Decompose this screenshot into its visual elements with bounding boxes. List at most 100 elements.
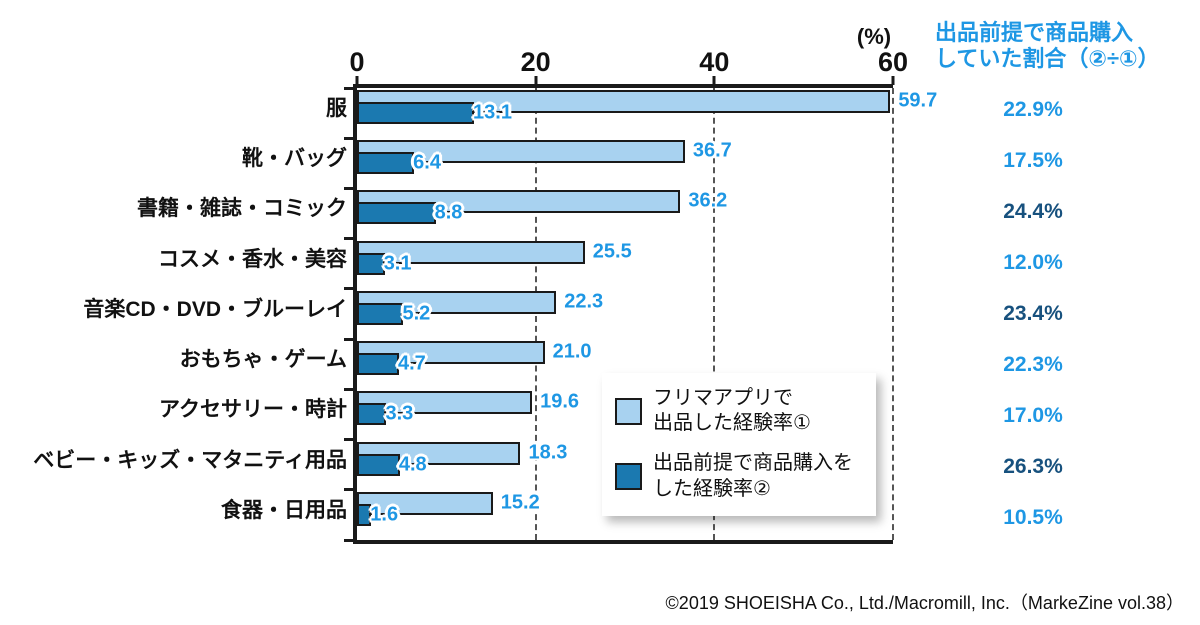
bar-listed-experience	[357, 341, 545, 365]
purchase-value-label: 3.1	[383, 252, 412, 275]
gridline	[892, 88, 894, 540]
bar-listed-experience	[357, 140, 685, 164]
ratio-value: 10.5%	[1003, 506, 1063, 530]
y-tick-mark	[344, 237, 354, 241]
chart-row: 服 13.1 59.7	[326, 88, 937, 138]
legend-label-listed: フリマアプリで 出品した経験率①	[653, 386, 811, 436]
ratio-column: 22.9% 17.5% 24.4% 12.0% 23.4% 22.3% 17.0% 26.3%…	[973, 84, 1093, 544]
bar-purchase-experience	[357, 102, 475, 124]
bar-purchase-experience	[357, 453, 400, 476]
listed-value-label: 59.7	[898, 89, 938, 112]
listed-value-label: 36.7	[692, 139, 732, 162]
chart-row: 書籍・雑誌・コミック 8.8 36.2	[137, 188, 893, 238]
plot-area: (%) 0 20 40 60 服 13.1 59.7 靴・バッグ 6.4 36.7 書…	[33, 24, 937, 544]
legend-label-purchased: 出品前提で商品購入を した経験率②	[653, 451, 853, 501]
y-tick-mark	[344, 538, 354, 542]
category-label: おもちゃ・ゲーム	[179, 348, 347, 372]
y-tick-mark	[344, 136, 354, 140]
x-tick-mark	[712, 76, 716, 85]
legend-item2-line2: した経験率②	[653, 477, 771, 500]
listed-value-label: 36.2	[688, 189, 728, 212]
purchase-value-label: 8.8	[434, 201, 463, 224]
ratio-value: 12.0%	[1003, 250, 1063, 274]
y-tick-mark	[344, 438, 354, 442]
listed-value-label: 22.3	[564, 290, 604, 313]
bar-purchase-experience	[357, 152, 415, 175]
listed-value-label: 15.2	[500, 491, 540, 514]
y-tick-mark	[344, 86, 354, 90]
bar-purchase-experience	[357, 353, 399, 376]
legend-item-purchased: 出品前提で商品購入を した経験率②	[615, 451, 864, 501]
chart-row: コスメ・香水・美容 3.1 25.5	[158, 239, 893, 289]
ratio-value: 17.0%	[1003, 404, 1063, 428]
chart-row: アクセサリー・時計 3.3 19.6	[159, 389, 893, 439]
category-label: 書籍・雑誌・コミック	[137, 197, 347, 221]
legend-item2-line1: 出品前提で商品購入を	[653, 452, 853, 475]
x-tick-label: 0	[349, 47, 365, 77]
x-tick-mark	[891, 76, 895, 85]
purchase-value-label: 3.3	[385, 402, 414, 425]
bar-listed-experience	[357, 240, 585, 264]
purchase-value-label: 4.7	[397, 352, 426, 375]
bar-purchase-experience	[357, 252, 385, 275]
purchase-value-label: 5.2	[402, 302, 431, 325]
bar-listed-experience	[357, 190, 681, 214]
bar-purchase-experience	[357, 403, 387, 426]
axis-unit-label: (%)	[856, 24, 892, 49]
chart-row: おもちゃ・ゲーム 4.7 21.0	[180, 339, 893, 389]
ratio-title-line1: 出品前提で商品購入	[935, 20, 1134, 45]
bar-listed-experience	[357, 391, 533, 415]
bar-listed-experience	[357, 491, 493, 515]
chart-row: 靴・バッグ 6.4 36.7	[242, 138, 893, 188]
x-tick-mark	[355, 76, 359, 85]
listed-value-label: 19.6	[540, 390, 580, 413]
category-label: ベビー・キッズ・マタニティ用品	[33, 448, 347, 472]
gridline	[534, 88, 537, 540]
ratio-title-line2: していた割合（②÷①）	[935, 46, 1160, 72]
legend-swatch-dark-icon	[615, 463, 642, 491]
bar-purchase-experience	[357, 202, 436, 225]
listed-value-label: 18.3	[528, 441, 568, 464]
y-tick-mark	[344, 186, 354, 190]
category-label: 服	[326, 97, 347, 120]
ratio-value: 24.4%	[1003, 199, 1063, 223]
purchase-value-label: 13.1	[473, 101, 512, 124]
y-tick-mark	[344, 287, 354, 291]
listed-value-label: 25.5	[592, 240, 632, 263]
chart-row: 音楽CD・DVD・ブルーレイ 5.2 22.3	[83, 289, 893, 339]
bar-purchase-experience	[357, 302, 404, 325]
purchase-value-label: 4.8	[398, 453, 427, 476]
category-label: アクセサリー・時計	[159, 398, 347, 422]
ratio-column-title: 出品前提で商品購入 していた割合（②÷①）	[935, 20, 1160, 73]
y-tick-mark	[344, 387, 354, 391]
bar-listed-experience	[357, 290, 557, 314]
legend-item1-line2: 出品した経験率①	[653, 412, 811, 435]
x-tick-label: 40	[699, 47, 730, 77]
y-tick-mark	[344, 488, 354, 492]
bar-rows: 服 13.1 59.7 靴・バッグ 6.4 36.7 書籍・雑誌・コミック 8.…	[33, 88, 937, 540]
ratio-value: 22.9%	[1003, 97, 1063, 121]
legend-item1-line1: フリマアプリで	[653, 387, 793, 409]
x-tick-label: 60	[877, 47, 909, 77]
ratio-value: 26.3%	[1003, 455, 1063, 479]
legend-item-listed: フリマアプリで 出品した経験率①	[615, 386, 864, 436]
x-tick-mark	[534, 76, 538, 85]
copyright-text: ©2019 SHOEISHA Co., Ltd./Macromill, Inc.…	[665, 593, 1184, 613]
gridline	[713, 88, 716, 540]
y-tick-mark	[344, 337, 354, 341]
legend: フリマアプリで 出品した経験率① 出品前提で商品購入を した経験率②	[602, 373, 876, 516]
chart-row: 食器・日用品 1.6 15.2	[221, 490, 893, 540]
category-label: 食器・日用品	[221, 498, 347, 522]
ratio-value: 23.4%	[1003, 301, 1063, 325]
category-label: コスメ・香水・美容	[158, 247, 347, 271]
listed-value-label: 21.0	[552, 340, 592, 363]
bar-purchase-experience	[357, 503, 372, 526]
ratio-value: 22.3%	[1003, 353, 1063, 377]
x-tick-label: 20	[520, 47, 551, 77]
legend-swatch-light-icon	[615, 397, 642, 425]
ratio-value: 17.5%	[1003, 148, 1063, 172]
bar-listed-experience	[357, 90, 891, 113]
chart-row: ベビー・キッズ・マタニティ用品 4.8 18.3	[33, 440, 893, 490]
category-label: 音楽CD・DVD・ブルーレイ	[83, 297, 347, 321]
